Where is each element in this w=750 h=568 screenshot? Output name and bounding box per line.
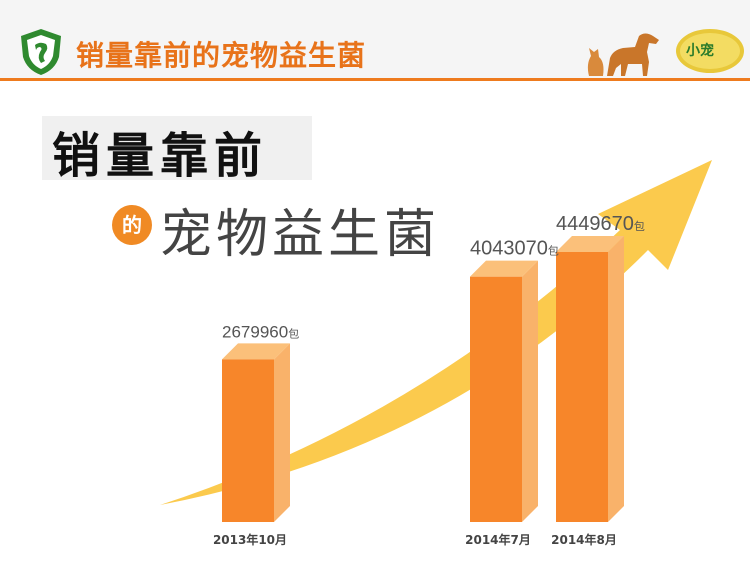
category-label: 2014年7月 — [465, 532, 531, 547]
header-title: 销量靠前的宠物益生菌 — [76, 39, 367, 72]
connector-badge: 的 — [112, 205, 152, 245]
bar-top — [470, 260, 538, 277]
bar-side — [608, 236, 624, 522]
bar-top — [556, 236, 624, 252]
brand-logo-icon — [676, 29, 744, 73]
headline-highlight — [42, 116, 312, 180]
shield-logo-icon — [21, 29, 61, 75]
headline-main: 销量靠前 — [52, 128, 269, 184]
category-label: 2013年10月 — [213, 532, 287, 547]
trend-arrow — [160, 160, 712, 505]
bar — [222, 359, 274, 522]
bar — [470, 276, 522, 522]
cat-dog-silhouette-icon — [587, 33, 659, 76]
data-label: 2679960包 — [222, 322, 299, 341]
header-divider — [0, 78, 750, 81]
data-label: 4449670包 — [556, 213, 645, 235]
bar-side — [274, 343, 290, 522]
bar-side — [522, 260, 538, 522]
category-label: 2014年8月 — [551, 532, 617, 547]
brand-logo-text: 小宠 — [686, 43, 714, 59]
bar-top — [222, 343, 290, 360]
headline-sub: 宠物益生菌 — [160, 205, 441, 265]
data-label: 4043070包 — [470, 238, 559, 260]
bar — [556, 252, 608, 522]
